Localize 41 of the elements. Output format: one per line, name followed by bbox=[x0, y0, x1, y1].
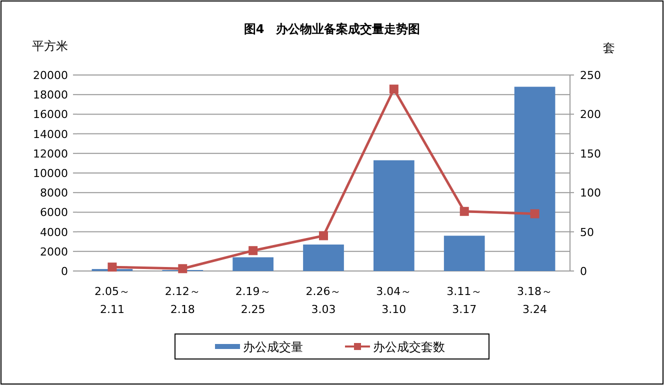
y-tick-label: 4000 bbox=[40, 226, 68, 239]
y-tick-label: 8000 bbox=[40, 186, 68, 200]
legend-label: 办公成交量 bbox=[243, 340, 303, 354]
legend-label: 办公成交套数 bbox=[373, 340, 445, 354]
y2-tick-label: 200 bbox=[580, 108, 601, 122]
x-tick-label: 2.19～ 2.25 bbox=[235, 285, 271, 316]
chart-title: 图4 办公物业备案成交量走势图 bbox=[244, 22, 420, 36]
point bbox=[530, 209, 540, 218]
y2-tick-label: 50 bbox=[580, 226, 594, 239]
y-tick-label: 12000 bbox=[33, 147, 68, 160]
point bbox=[178, 264, 188, 274]
y-tick-label: 2000 bbox=[40, 245, 68, 258]
point bbox=[319, 231, 328, 240]
y-tick-label: 14000 bbox=[33, 128, 68, 141]
x-tick-label: 3.04～ 3.10 bbox=[376, 285, 412, 316]
point bbox=[108, 262, 117, 272]
x-tick-label: 3.18～ 3.24 bbox=[517, 285, 553, 316]
point bbox=[460, 206, 469, 216]
y-tick-label: 6000 bbox=[40, 206, 68, 220]
x-tick-label: 2.12～ 2.18 bbox=[164, 285, 200, 316]
bar bbox=[374, 160, 414, 271]
bar bbox=[232, 257, 274, 271]
y-tick-label: 16000 bbox=[33, 108, 68, 122]
bar bbox=[303, 244, 344, 271]
x-tick-label: 3.11～ 3.17 bbox=[446, 285, 482, 316]
x-tick-label: 2.26～ 3.03 bbox=[306, 285, 342, 316]
y-tick-label: 10000 bbox=[33, 167, 68, 180]
point bbox=[389, 84, 398, 94]
y2-tick-label: 0 bbox=[580, 265, 587, 278]
y2-tick-label: 150 bbox=[580, 147, 601, 160]
y-tick-label: 0 bbox=[61, 265, 68, 278]
point bbox=[248, 246, 258, 256]
x-tick-label: 2.05～ 2.11 bbox=[94, 285, 130, 316]
bar bbox=[444, 236, 485, 271]
y-axis-title: 平方米 bbox=[32, 39, 68, 53]
y2-tick-label: 250 bbox=[580, 69, 601, 82]
y2-axis-title: 套 bbox=[603, 41, 615, 55]
bar bbox=[514, 86, 556, 271]
y-tick-label: 18000 bbox=[33, 88, 68, 102]
y2-tick-label: 100 bbox=[580, 186, 601, 200]
y-tick-label: 20000 bbox=[33, 69, 68, 82]
